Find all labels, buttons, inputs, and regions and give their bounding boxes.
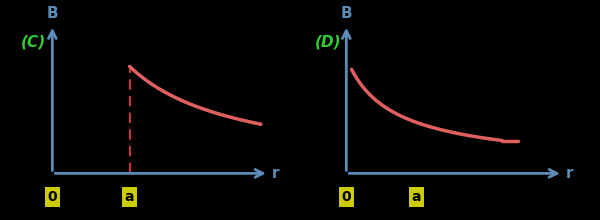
- Text: r: r: [271, 166, 279, 181]
- Text: 0: 0: [341, 190, 351, 204]
- Text: r: r: [565, 166, 573, 181]
- Text: a: a: [125, 190, 134, 204]
- Text: 0: 0: [47, 190, 57, 204]
- Text: (D): (D): [314, 35, 341, 50]
- Text: B: B: [341, 6, 352, 21]
- Text: a: a: [412, 190, 421, 204]
- Text: B: B: [47, 6, 58, 21]
- Text: (C): (C): [20, 35, 46, 50]
